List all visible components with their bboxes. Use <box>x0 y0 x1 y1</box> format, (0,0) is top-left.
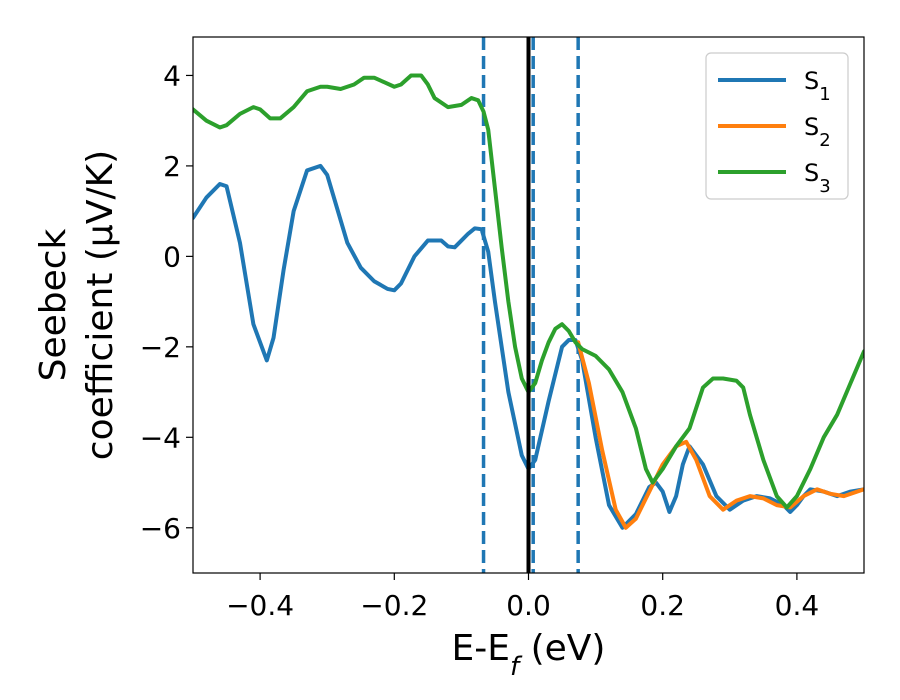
y-tick-label: 0 <box>163 240 181 273</box>
legend-label-s1: S1 <box>804 67 831 105</box>
series-line-s3 <box>193 73 864 510</box>
series-line-s1 <box>193 163 864 530</box>
legend-label-s3: S3 <box>804 159 831 197</box>
x-tick-label: 0.0 <box>506 589 551 622</box>
series-line-s2 <box>576 340 864 530</box>
x-tick-label: −0.4 <box>226 589 294 622</box>
x-axis-title: E-Ef (eV) <box>452 628 606 682</box>
x-tick-label: 0.2 <box>640 589 685 622</box>
y-tick-label: −2 <box>140 331 181 364</box>
y-axis-title-line1: Seebeck <box>33 228 74 381</box>
y-tick-label: 4 <box>163 59 181 92</box>
axes: −0.4 −0.2 0.0 0.2 0.4 4 2 0 −2 −4 −6 E-Ef (eV) Seebe… <box>33 36 865 682</box>
y-tick-label: −4 <box>140 421 181 454</box>
legend: S1 S2 S3 <box>705 52 849 200</box>
y-axis-title-line2: coefficient (μV/K) <box>80 150 121 460</box>
plot-area <box>193 37 864 573</box>
legend-label-s2: S2 <box>804 113 831 151</box>
y-tick-label: −6 <box>140 512 181 545</box>
y-tick-label: 2 <box>163 150 181 183</box>
x-tick-label: −0.2 <box>360 589 428 622</box>
x-tick-label: 0.4 <box>775 589 820 622</box>
